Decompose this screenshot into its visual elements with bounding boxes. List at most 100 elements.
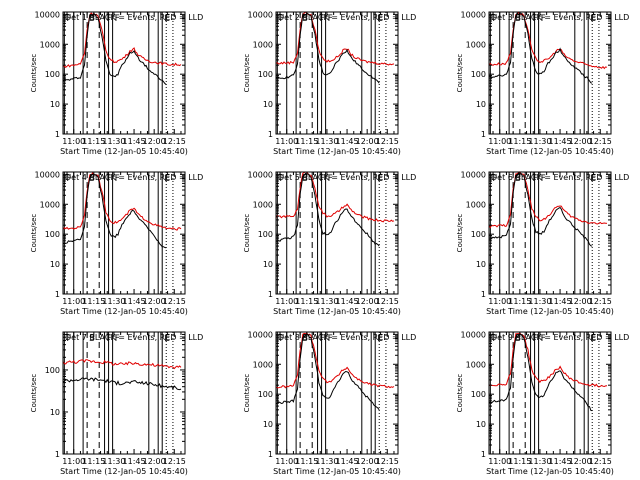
x-tick-label: 11:00 [275,297,298,306]
y-tick-label: 10 [263,100,273,109]
x-tick-label: 12:00 [143,457,166,466]
interval-marker-label: F [328,334,333,344]
interval-marker-label: S [302,334,308,344]
x-tick-label: 12:00 [143,137,166,146]
x-axis-label: Start Time (12-Jan-05 10:45:40) [273,307,401,316]
series-lld-line [62,172,182,231]
y-tick-label: 10 [476,260,486,269]
series-lld-line [275,171,395,223]
y-axis-label: Counts/sec [30,214,38,253]
detector-panel-6: F S F F E11010010001000011:0011:1511:3011:45… [456,170,629,316]
x-tick-label: 11:00 [275,137,298,146]
x-tick-label: 11:30 [102,457,125,466]
interval-marker-label: F [279,14,284,24]
plot-frame [488,11,612,135]
x-tick-label: 11:45 [549,297,572,306]
x-tick-label: 11:45 [123,137,146,146]
y-tick-label: 1 [55,130,60,139]
x-tick-label: 12:00 [143,297,166,306]
x-tick-label: 12:15 [589,297,612,306]
interval-marker-label: F [541,174,546,184]
y-tick-label: 10 [50,100,60,109]
y-tick-label: 100 [258,390,273,399]
interval-marker-label: E [164,334,170,344]
x-tick-label: 11:45 [336,457,359,466]
x-tick-label: 12:00 [569,457,592,466]
interval-marker-label: F [492,14,497,24]
y-tick-label: 1000 [466,200,486,209]
y-axis-label: Counts/sec [30,54,38,93]
panel-title: Det 4 BLACK = Events, RED = LLD [65,173,203,182]
y-tick-label: 100 [258,230,273,239]
x-axis-label: Start Time (12-Jan-05 10:45:40) [486,307,614,316]
series-lld-line [275,332,395,389]
x-tick-label: 12:15 [163,457,186,466]
y-tick-label: 10 [263,260,273,269]
interval-marker-label: F [107,334,112,344]
series-events-line [62,13,167,85]
y-tick-label: 1 [268,290,273,299]
x-tick-label: 11:30 [102,137,125,146]
x-tick-label: 11:45 [549,457,572,466]
x-axis-label: Start Time (12-Jan-05 10:45:40) [273,467,401,476]
series-events-line [488,172,593,247]
x-tick-label: 11:45 [336,297,359,306]
y-axis-label: Counts/sec [30,374,38,413]
series-lld-line [488,11,608,70]
x-tick-label: 11:15 [295,297,318,306]
x-tick-label: 11:00 [62,457,85,466]
y-tick-label: 1000 [466,360,486,369]
y-axis-label: Counts/sec [456,214,464,253]
y-tick-label: 1 [268,450,273,459]
y-tick-label: 10000 [35,10,60,19]
x-axis-label: Start Time (12-Jan-05 10:45:40) [60,307,188,316]
y-tick-label: 100 [45,230,60,239]
x-tick-label: 11:15 [295,137,318,146]
x-tick-label: 12:15 [376,137,399,146]
interval-marker-label: F [115,334,120,344]
y-tick-label: 10000 [461,10,486,19]
panel-title: Det 3 BLACK = Events, RED = LLD [491,13,629,22]
y-tick-label: 100 [471,230,486,239]
x-tick-label: 11:15 [508,137,531,146]
detector-panel-9: F S F F E11010010001000011:0011:1511:3011:45… [456,330,629,476]
interval-marker-label: F [541,14,546,24]
plot-frame [275,11,399,135]
detector-panel-8: F S F F E11010010001000011:0011:1511:3011:45… [243,330,416,476]
y-tick-label: 10000 [461,330,486,339]
x-tick-label: 12:00 [569,297,592,306]
x-tick-label: 11:30 [315,137,338,146]
interval-marker-label: S [89,174,95,184]
series-events-line [62,173,167,249]
series-lld-line [275,11,395,66]
interval-marker-label: F [66,334,71,344]
y-tick-label: 10 [476,420,486,429]
interval-marker-label: E [377,174,383,184]
interval-marker-label: E [590,334,596,344]
x-tick-label: 11:00 [275,457,298,466]
interval-marker-label: F [541,334,546,344]
panel-title: Det 8 BLACK = Events, RED = LLD [278,333,416,342]
x-tick-label: 12:00 [356,137,379,146]
x-tick-label: 11:30 [315,297,338,306]
y-tick-label: 1 [481,130,486,139]
series-events-line [276,12,380,84]
x-tick-label: 12:00 [356,457,379,466]
x-tick-label: 12:00 [356,297,379,306]
y-axis-label: Counts/sec [243,54,251,93]
series-lld-line [488,171,608,229]
y-tick-label: 100 [471,70,486,79]
y-tick-label: 10 [50,260,60,269]
x-tick-label: 11:00 [488,297,511,306]
y-axis-label: Counts/sec [456,54,464,93]
x-tick-label: 11:15 [508,297,531,306]
panel-title: Det 6 BLACK = Events, RED = LLD [491,173,629,182]
x-axis-label: Start Time (12-Jan-05 10:45:40) [486,467,614,476]
plot-frame [488,331,612,455]
interval-marker-label: F [279,174,284,184]
detector-panel-2: F S F F E11010010001000011:0011:1511:3011:45… [243,10,416,156]
interval-marker-label: F [107,174,112,184]
y-axis-label: Counts/sec [456,374,464,413]
series-events-line [488,12,593,84]
